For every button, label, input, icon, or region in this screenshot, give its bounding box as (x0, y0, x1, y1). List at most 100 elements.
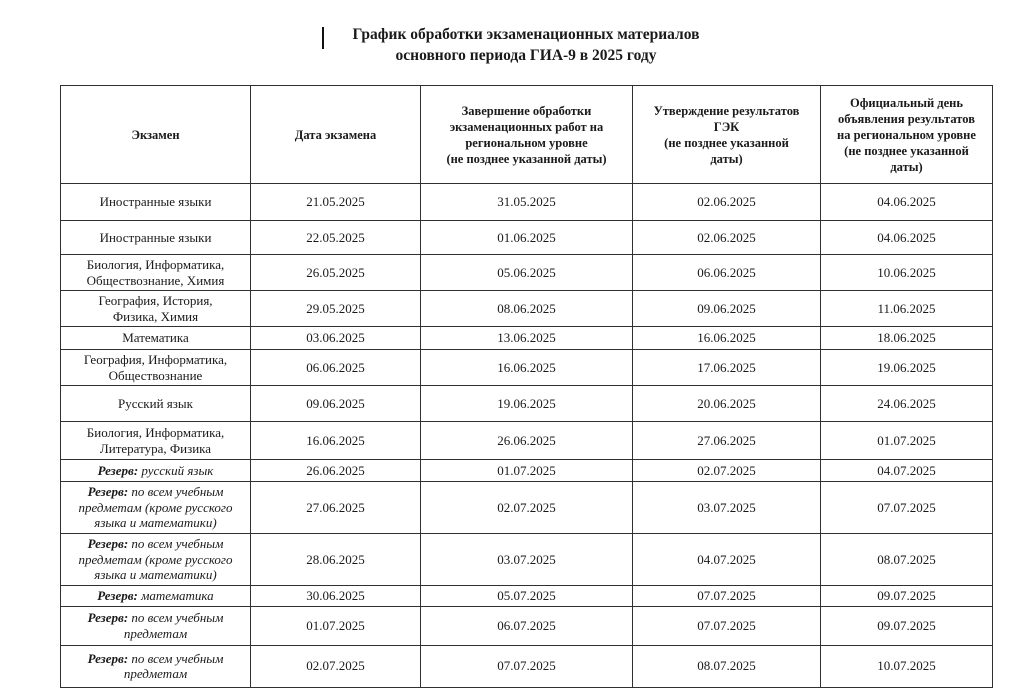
exam-cell: Резерв: по всем учебным предметам (60, 644, 251, 688)
processing-deadline-cell: 08.06.2025 (420, 290, 633, 327)
exam-date-cell: 09.06.2025 (250, 385, 421, 422)
exam-name: математика (141, 587, 214, 603)
announcement-date-cell: 19.06.2025 (820, 349, 993, 386)
exam-date-cell: 29.05.2025 (250, 290, 421, 327)
announcement-date-cell: 10.07.2025 (820, 644, 993, 688)
exam-name: География, Информатика, Обществознание (83, 352, 228, 383)
processing-deadline-cell: 01.06.2025 (420, 220, 633, 255)
exam-date-cell: 06.06.2025 (250, 349, 421, 386)
exam-name: Русский язык (118, 395, 193, 411)
announcement-date-cell: 04.07.2025 (820, 459, 993, 482)
announcement-date-cell: 09.07.2025 (820, 605, 993, 646)
exam-name: по всем учебным предметам (123, 610, 224, 641)
table-row: География, Информатика, Обществознание 06… (60, 349, 993, 386)
approval-date-cell: 20.06.2025 (632, 385, 821, 422)
exam-cell: Биология, Информатика, Литература, Физик… (60, 421, 251, 460)
processing-deadline-cell: 02.07.2025 (420, 481, 633, 534)
exam-name: русский язык (141, 462, 214, 478)
exam-cell: Иностранные языки (60, 183, 251, 221)
processing-deadline-cell: 26.06.2025 (420, 421, 633, 460)
exam-date-cell: 02.07.2025 (250, 644, 421, 688)
announcement-date-cell: 24.06.2025 (820, 385, 993, 422)
approval-date-cell: 02.06.2025 (632, 183, 821, 221)
table-row: Математика 03.06.2025 13.06.2025 16.06.2025… (60, 326, 993, 350)
processing-deadline-cell: 13.06.2025 (420, 326, 633, 350)
exam-date-cell: 26.06.2025 (250, 459, 421, 482)
exam-cell: Резерв: русский язык (60, 459, 251, 482)
exam-name: по всем учебным предметам (123, 650, 224, 682)
approval-date-cell: 17.06.2025 (632, 349, 821, 386)
document-title: График обработки экзаменационных материа… (352, 26, 700, 64)
reserve-label: Резерв: (87, 610, 129, 625)
exam-date-cell: 01.07.2025 (250, 605, 421, 646)
exam-name: Биология, Информатика, Обществознание, Х… (86, 257, 225, 288)
processing-deadline-cell: 05.07.2025 (420, 584, 633, 607)
exam-date-cell: 03.06.2025 (250, 326, 421, 350)
table-row: Резерв: по всем учебным предметам 02.07.2… (60, 644, 993, 688)
table-row: Резерв: по всем учебным предметам 01.07.2… (60, 605, 993, 646)
exam-cell: География, Информатика, Обществознание (60, 349, 251, 386)
table-row: Иностранные языки 22.05.2025 01.06.2025 02.… (60, 220, 993, 255)
exam-name: Биология, Информатика, Литература, Физик… (86, 425, 225, 456)
col-header-processing-deadline: Завершение обработки экзаменационных раб… (420, 85, 633, 184)
header-row: Экзамен Дата экзамена Завершение обработ… (60, 85, 993, 184)
exam-name: по всем учебным предметам (кроме русског… (78, 484, 233, 531)
exam-date-cell: 27.06.2025 (250, 481, 421, 534)
col-header-gek-approval: Утверждение результатов ГЭК (не позднее … (632, 85, 821, 184)
col-header-exam: Экзамен (60, 85, 251, 184)
exam-cell: Резерв: по всем учебным предметам (кроме… (60, 481, 251, 534)
announcement-date-cell: 04.06.2025 (820, 220, 993, 255)
exam-cell: География, История, Физика, Химия (60, 290, 251, 327)
approval-date-cell: 09.06.2025 (632, 290, 821, 327)
announcement-date-cell: 09.07.2025 (820, 584, 993, 607)
approval-date-cell: 02.06.2025 (632, 220, 821, 255)
reserve-label: Резерв: (87, 484, 129, 500)
exam-name: по всем учебным предметам (кроме русског… (78, 536, 233, 582)
exam-name: Иностранные языки (99, 229, 212, 245)
approval-date-cell: 02.07.2025 (632, 459, 821, 482)
processing-deadline-cell: 03.07.2025 (420, 533, 633, 586)
announcement-date-cell: 01.07.2025 (820, 421, 993, 460)
table-row: Биология, Информатика, Литература, Физик… (60, 421, 993, 460)
announcement-date-cell: 18.06.2025 (820, 326, 993, 350)
exam-cell: Иностранные языки (60, 220, 251, 255)
approval-date-cell: 03.07.2025 (632, 481, 821, 534)
exam-cell: Биология, Информатика, Обществознание, Х… (60, 254, 251, 291)
table-row: Иностранные языки 21.05.2025 31.05.2025 02.… (60, 183, 993, 221)
col-header-official-announcement: Официальный день объявления результатов … (820, 85, 993, 184)
exam-date-cell: 26.05.2025 (250, 254, 421, 291)
table-row: Резерв: по всем учебным предметам (кроме… (60, 533, 993, 586)
announcement-date-cell: 08.07.2025 (820, 533, 993, 586)
exam-name: Математика (122, 330, 189, 346)
reserve-label: Резерв: (97, 587, 138, 603)
table-row: Русский язык 09.06.2025 19.06.2025 20.06.20… (60, 385, 993, 422)
announcement-date-cell: 07.07.2025 (820, 481, 993, 534)
exam-name: География, История, Физика, Химия (98, 293, 213, 324)
announcement-date-cell: 04.06.2025 (820, 183, 993, 221)
exam-cell: Математика (60, 326, 251, 350)
exam-cell: Резерв: по всем учебным предметам (кроме… (60, 533, 251, 586)
table-row: Резерв: русский язык 26.06.2025 01.07.2025… (60, 459, 993, 482)
reserve-label: Резерв: (87, 536, 129, 551)
exam-cell: Резерв: по всем учебным предметам (60, 605, 251, 646)
approval-date-cell: 07.07.2025 (632, 584, 821, 607)
table-row: Резерв: математика 30.06.2025 05.07.2025 07… (60, 584, 993, 607)
processing-deadline-cell: 31.05.2025 (420, 183, 633, 221)
approval-date-cell: 04.07.2025 (632, 533, 821, 586)
reserve-label: Резерв: (97, 462, 139, 478)
exam-name: Иностранные языки (99, 194, 212, 210)
approval-date-cell: 06.06.2025 (632, 254, 821, 291)
schedule-table: Экзамен Дата экзамена Завершение обработ… (60, 85, 993, 688)
col-header-exam-date: Дата экзамена (250, 85, 421, 184)
exam-date-cell: 30.06.2025 (250, 584, 421, 607)
processing-deadline-cell: 06.07.2025 (420, 605, 633, 646)
text-cursor[interactable] (322, 27, 324, 49)
exam-date-cell: 28.06.2025 (250, 533, 421, 586)
announcement-date-cell: 10.06.2025 (820, 254, 993, 291)
exam-date-cell: 21.05.2025 (250, 183, 421, 221)
approval-date-cell: 27.06.2025 (632, 421, 821, 460)
announcement-date-cell: 11.06.2025 (820, 290, 993, 327)
exam-date-cell: 22.05.2025 (250, 220, 421, 255)
table-row: География, История, Физика, Химия 29.05.2… (60, 290, 993, 327)
exam-cell: Резерв: математика (60, 584, 251, 607)
